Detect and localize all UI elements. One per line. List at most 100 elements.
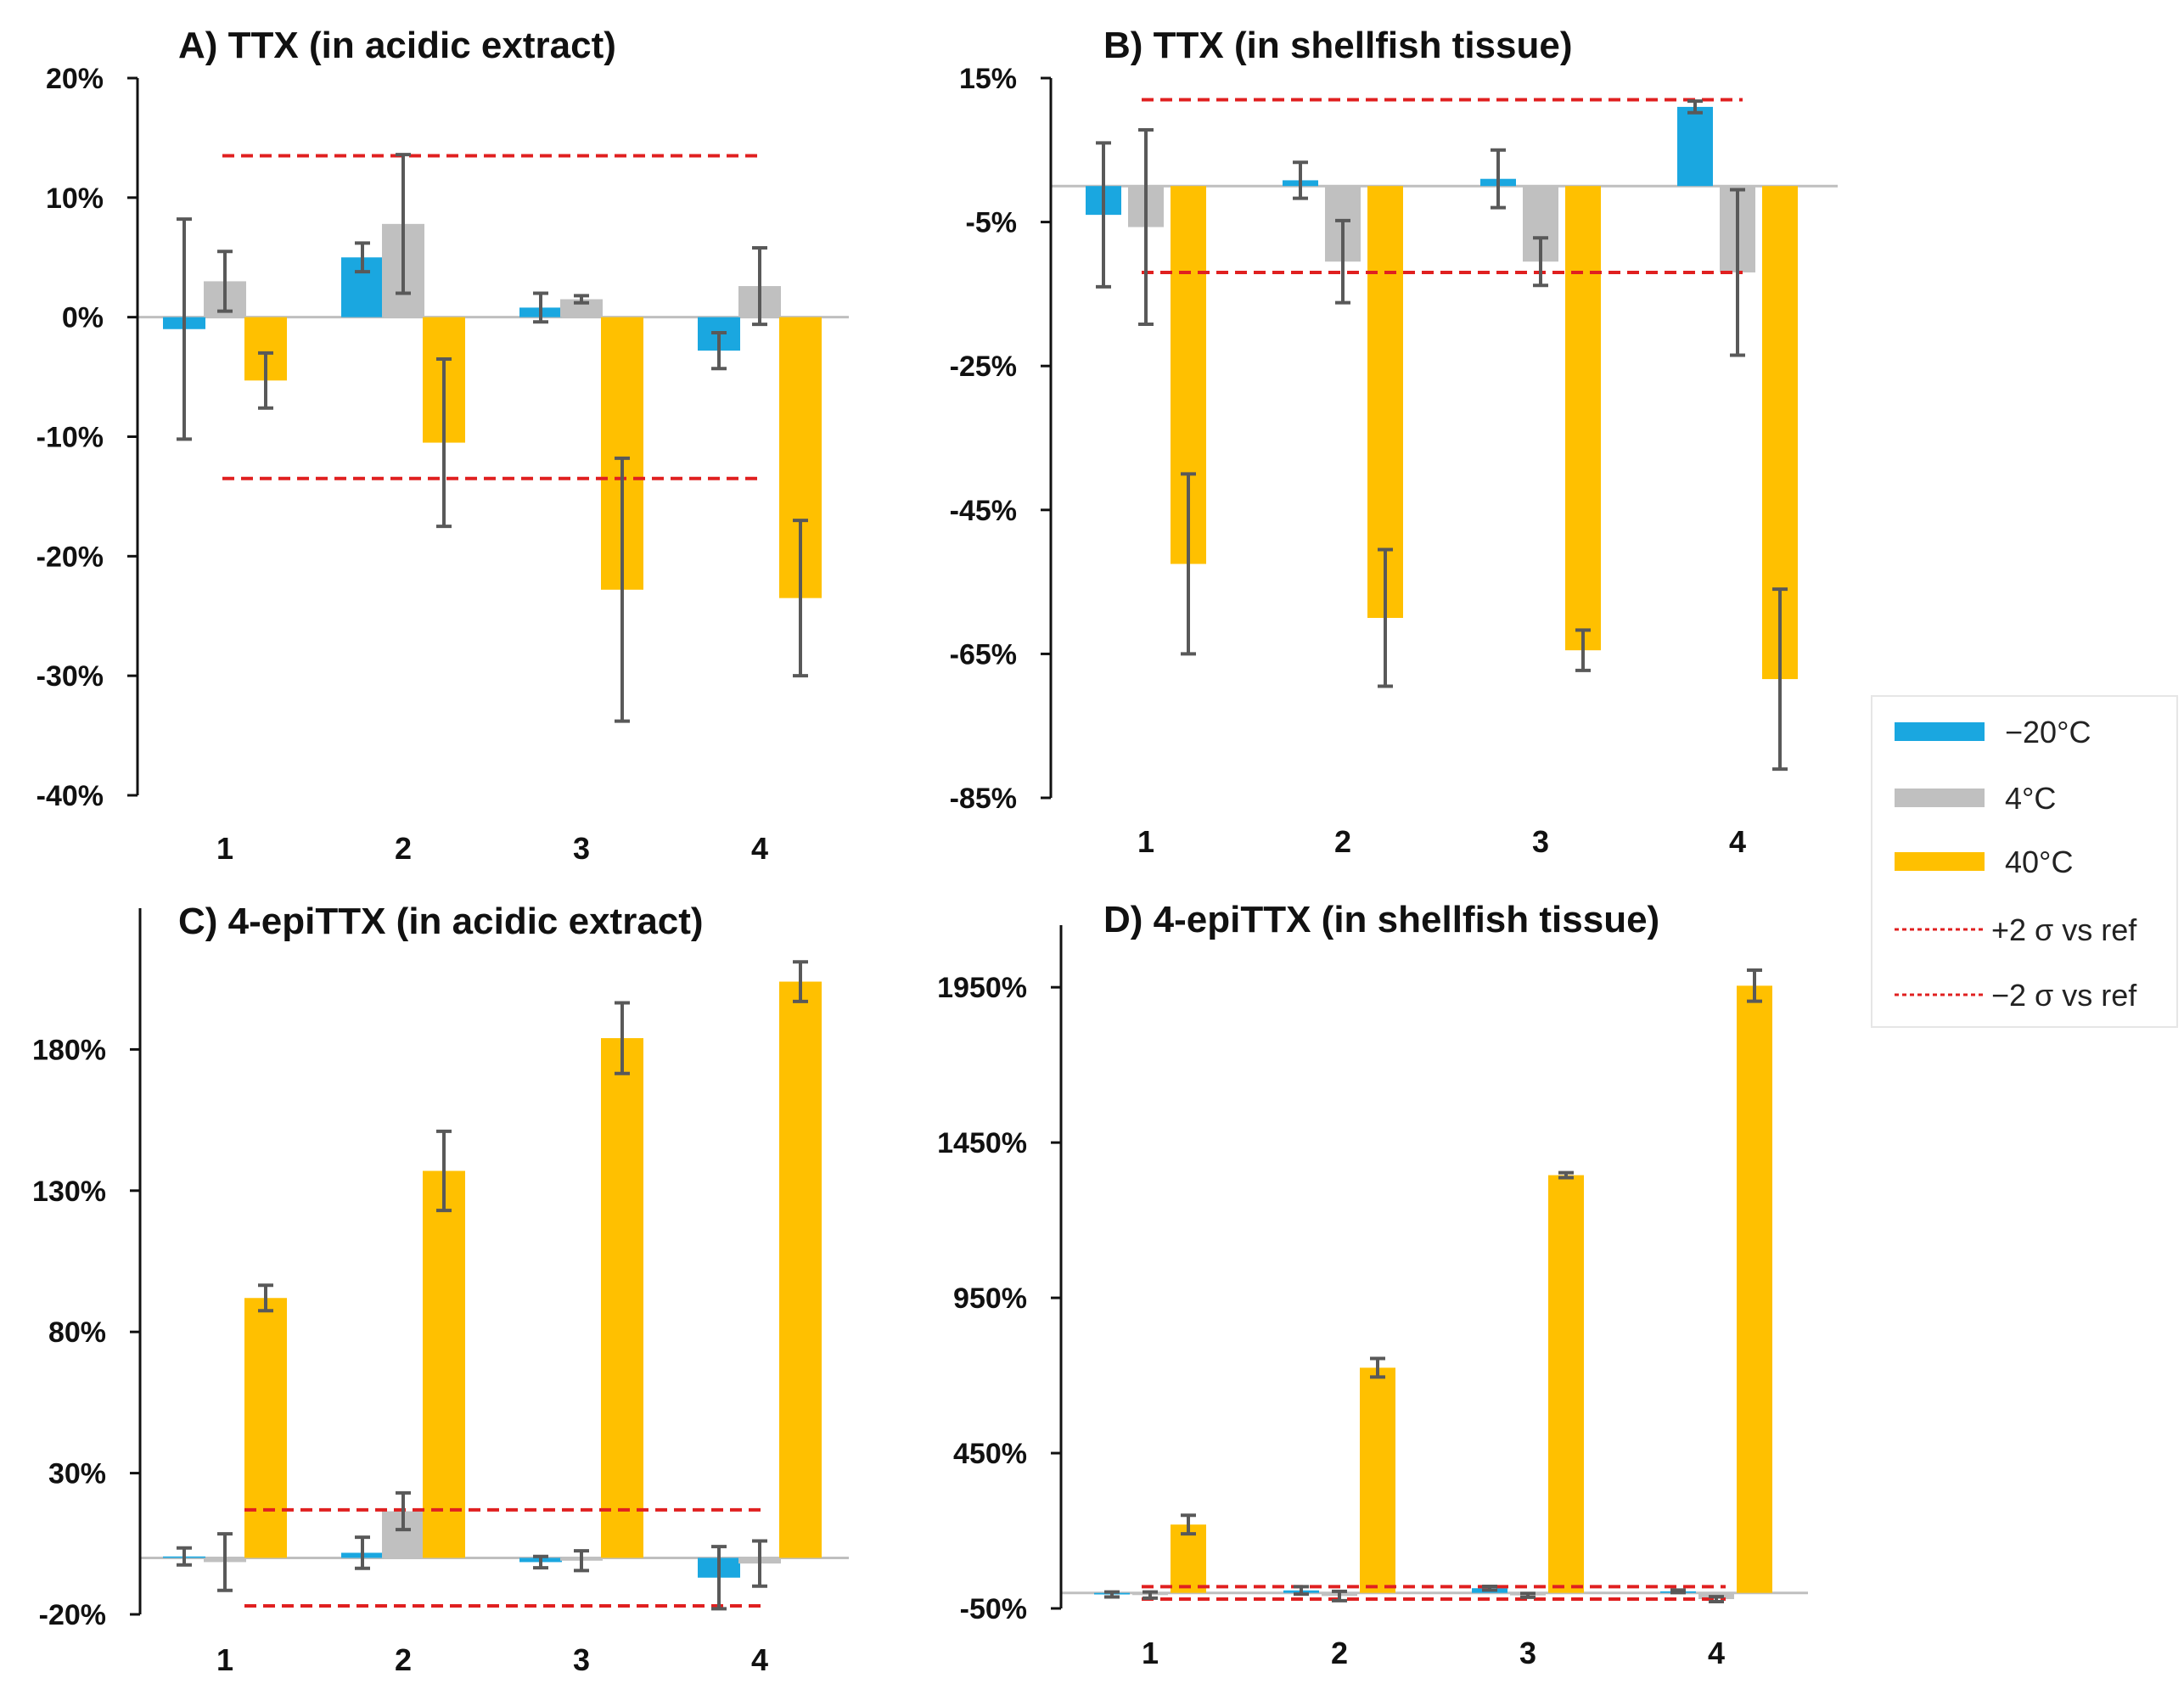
x-tick-label: 2 <box>1334 824 1351 859</box>
y-tick-label: -20% <box>36 541 104 573</box>
legend-swatch <box>1895 789 1985 807</box>
error-bar <box>396 1490 411 1532</box>
legend-item-p40: 40°C <box>1895 845 2073 879</box>
legend-label: −2 σ vs ref <box>1991 978 2137 1013</box>
legend-label: 40°C <box>2005 845 2073 879</box>
legend-item-m20: −20°C <box>1895 715 2091 749</box>
legend: −20°C 4°C 40°C +2 σ vs ref −2 σ vs ref <box>1871 695 2178 1028</box>
bar <box>779 981 822 1558</box>
error-bar <box>1687 99 1703 115</box>
error-bar <box>1482 1585 1497 1592</box>
y-tick-label: -25% <box>950 351 1017 383</box>
bar <box>1171 1524 1206 1593</box>
legend-label: +2 σ vs ref <box>1991 912 2137 947</box>
x-tick-label: 3 <box>573 831 590 866</box>
error-bar <box>1378 547 1393 688</box>
error-bar <box>177 217 192 441</box>
error-bar <box>1181 472 1196 656</box>
y-tick-label: 1950% <box>937 972 1027 1004</box>
y-tick-label: 0% <box>62 302 104 334</box>
error-bar <box>436 1129 452 1213</box>
chart-a-ttx-acidic-extract: 20% 10% 0% -10% -20% -30% -40% 1 2 3 4 A) TTX (in a… <box>36 25 849 866</box>
error-bar <box>1520 1591 1536 1599</box>
chart-title: C) 4-epiTTX (in acidic extract) <box>178 901 704 942</box>
error-bar <box>574 1549 589 1573</box>
y-tick-label: 20% <box>46 63 104 95</box>
bar <box>1737 985 1772 1593</box>
error-bar <box>258 1283 273 1313</box>
error-bar <box>396 153 411 295</box>
error-bar <box>1730 188 1745 357</box>
x-tick-label: 3 <box>1519 1636 1536 1670</box>
error-bar <box>615 1001 630 1075</box>
bar <box>423 1170 465 1558</box>
chart-title: A) TTX (in acidic extract) <box>178 25 616 66</box>
y-tick-label: 10% <box>46 182 104 215</box>
bar <box>1677 106 1713 187</box>
y-tick-label: 450% <box>953 1438 1027 1470</box>
error-bar <box>574 294 589 305</box>
error-bar <box>1335 218 1350 305</box>
x-tick-label: 3 <box>1532 824 1549 859</box>
error-bar <box>793 519 808 678</box>
error-bar <box>1670 1588 1686 1595</box>
error-bar <box>1558 1170 1574 1180</box>
error-bar <box>1293 160 1308 200</box>
bar <box>1367 186 1403 618</box>
error-bar <box>1772 587 1788 772</box>
error-bar <box>217 250 233 313</box>
error-bar <box>1575 628 1591 672</box>
error-bar <box>258 351 273 410</box>
x-tick-label: 2 <box>395 1642 412 1677</box>
x-tick-label: 1 <box>1137 824 1154 859</box>
x-tick-label: 4 <box>751 1642 768 1677</box>
error-bar <box>1370 1356 1385 1379</box>
legend-label: −20°C <box>2005 715 2091 749</box>
error-bar <box>1104 1590 1120 1599</box>
error-bar <box>1709 1595 1724 1603</box>
error-bar <box>533 291 548 324</box>
y-tick-label: -50% <box>960 1593 1027 1625</box>
legend-item-p4: 4°C <box>1895 781 2056 816</box>
y-tick-label: -10% <box>36 422 104 454</box>
y-tick-label: 180% <box>32 1034 106 1066</box>
y-tick-label: -40% <box>36 780 104 812</box>
error-bar <box>355 241 370 274</box>
error-bar <box>436 356 452 529</box>
error-bar <box>1533 236 1548 288</box>
error-bar <box>1294 1585 1309 1597</box>
x-tick-label: 2 <box>395 831 412 866</box>
y-tick-label: -45% <box>950 495 1017 527</box>
error-bar <box>1096 141 1111 289</box>
bar <box>1548 1175 1584 1593</box>
x-tick-label: 1 <box>216 831 233 866</box>
bar <box>1565 186 1601 651</box>
x-tick-label: 3 <box>573 1642 590 1677</box>
error-bar <box>1491 148 1506 210</box>
x-tick-label: 1 <box>1142 1636 1159 1670</box>
error-bar <box>711 1545 727 1611</box>
y-tick-label: 130% <box>32 1176 106 1208</box>
y-tick-label: 950% <box>953 1282 1027 1315</box>
error-bar <box>1181 1513 1196 1536</box>
y-tick-label: -30% <box>36 660 104 693</box>
error-bar <box>711 330 727 371</box>
error-bar <box>615 456 630 723</box>
error-bar <box>177 1546 192 1567</box>
chart-d-4epittx-shellfish-tissue: 1950% 1450% 950% 450% -50% 1 2 3 4 D) 4-epiTTX (i… <box>937 899 1808 1670</box>
x-tick-label: 4 <box>1729 824 1746 859</box>
y-tick-label: 80% <box>48 1316 106 1349</box>
bar <box>1360 1367 1395 1593</box>
y-tick-label: -5% <box>966 207 1017 239</box>
x-tick-label: 1 <box>216 1642 233 1677</box>
y-tick-label: -85% <box>950 783 1017 815</box>
legend-swatch <box>1895 852 1985 871</box>
chart-title: D) 4-epiTTX (in shellfish tissue) <box>1103 899 1659 940</box>
error-bar <box>1747 968 1762 1003</box>
legend-item-up: +2 σ vs ref <box>1895 912 2137 947</box>
y-tick-label: 15% <box>959 63 1017 95</box>
error-bar <box>752 245 767 327</box>
y-tick-label: -65% <box>950 638 1017 671</box>
x-tick-label: 4 <box>751 831 768 866</box>
x-tick-label: 2 <box>1331 1636 1348 1670</box>
